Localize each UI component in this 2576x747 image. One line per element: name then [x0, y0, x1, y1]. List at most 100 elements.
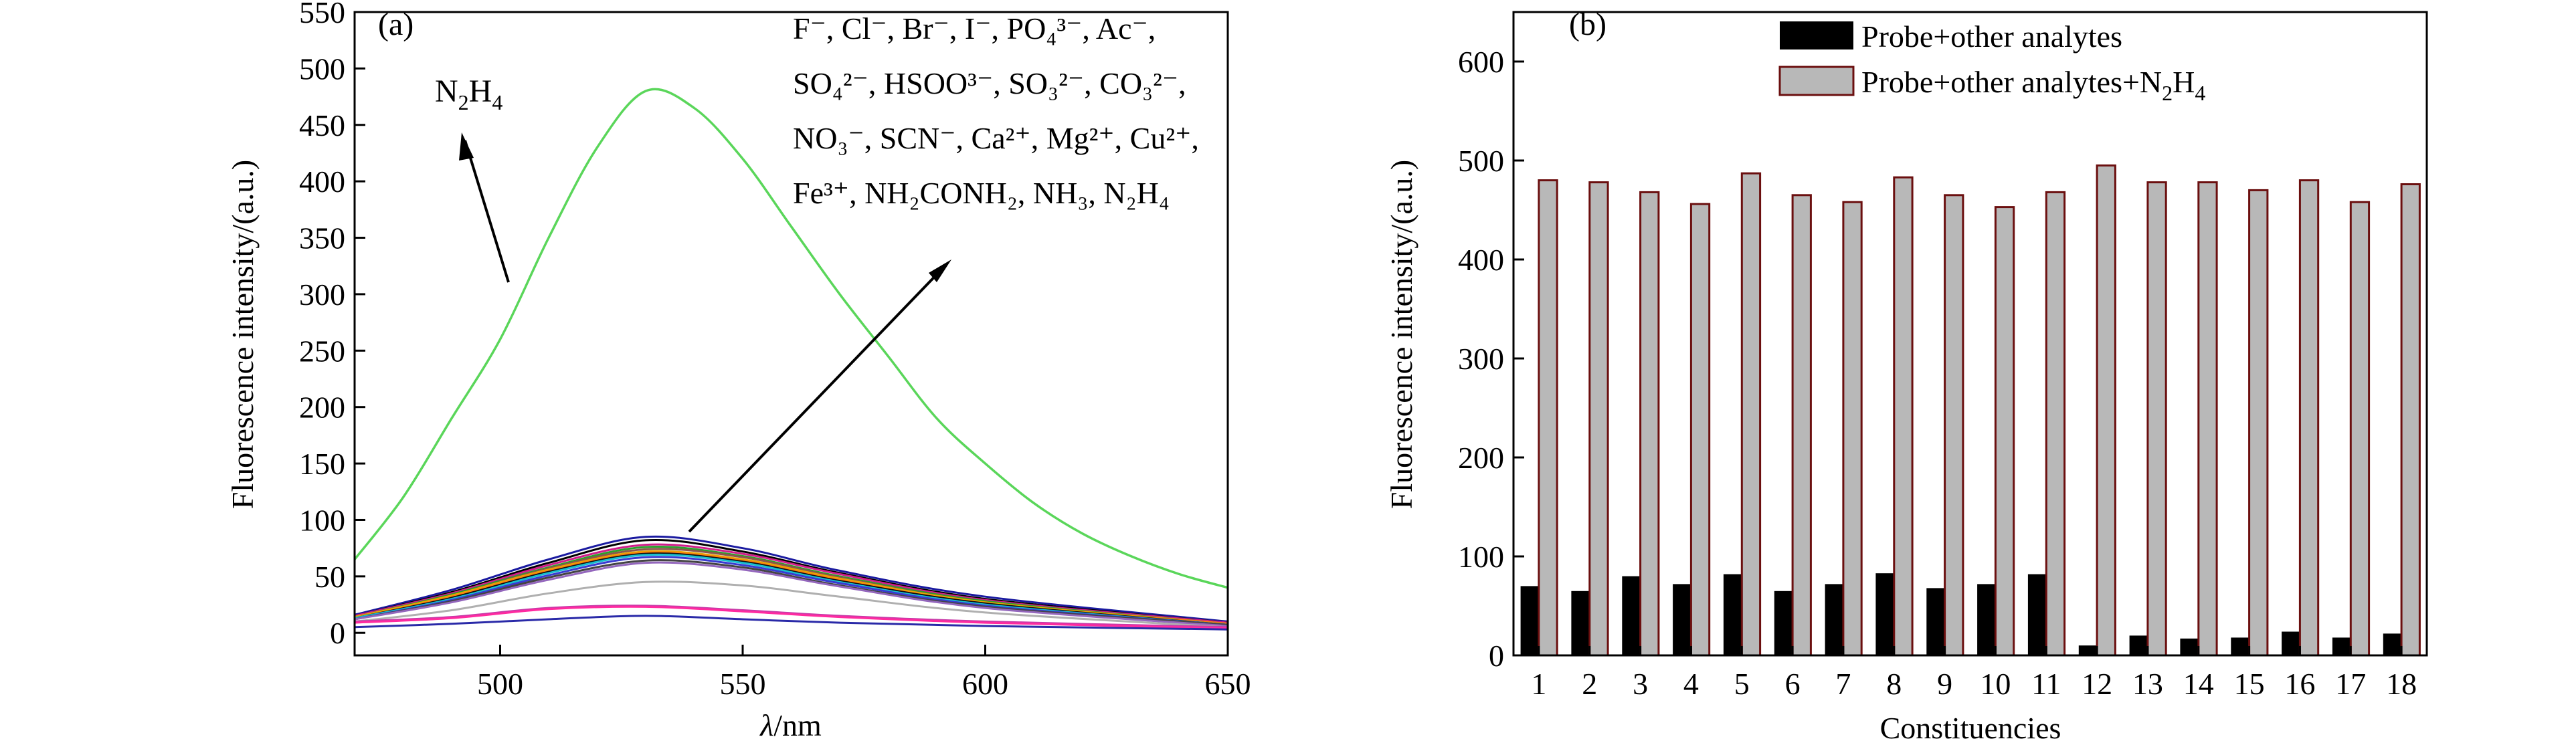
spectrum-curve-9	[354, 552, 1228, 626]
n2h4-h: H	[469, 74, 492, 109]
bar-probe-1	[1520, 586, 1539, 655]
bar-probe-n2h4-16	[2298, 179, 2320, 657]
x-tick-label: 8	[1886, 667, 1902, 701]
bar-probe-n2h4-8	[1893, 176, 1914, 657]
bar-probe-12	[2078, 645, 2098, 655]
bar-probe-3	[1622, 576, 1641, 655]
x-tick-label: 550	[720, 667, 766, 701]
x-tick-label: 1	[1531, 667, 1546, 701]
y-tick-label: 600	[1458, 45, 1504, 79]
y-tick-label: 0	[1489, 639, 1504, 673]
y-tick-label: 100	[299, 503, 345, 537]
bar-probe-17	[2332, 637, 2351, 655]
bar-probe-n2h4-10	[1994, 206, 2015, 657]
x-tick-label: 13	[2132, 667, 2163, 701]
bar-probe-n2h4-14	[2197, 181, 2218, 657]
spectrum-curve-7	[354, 550, 1228, 625]
bar-probe-2	[1571, 591, 1590, 655]
bar-probe-10	[1977, 584, 1996, 655]
y-tick-label: 300	[299, 278, 345, 312]
panel-a-x-ticks: 500 550 600 650	[477, 645, 1251, 701]
analyte-list-arrow	[688, 266, 945, 533]
legend-n2h4-h: H	[2173, 65, 2195, 99]
bar-probe-n2h4-9	[1944, 194, 1964, 657]
analyte-list-line-3: NO₃⁻, SCN⁻, Ca²⁺, Mg²⁺, Cu²⁺,	[793, 121, 1199, 155]
x-tick-label: 15	[2234, 667, 2265, 701]
bar-probe-n2h4-15	[2248, 189, 2269, 657]
bar-probe-4	[1673, 584, 1691, 655]
x-tick-label: 3	[1633, 667, 1648, 701]
bar-probe-14	[2180, 638, 2199, 655]
panel-b-y-axis-label: Fluorescence intensity/(a.u.)	[1384, 160, 1418, 509]
panel-b-x-axis-label: Constituencies	[1880, 711, 2061, 745]
panel-b-legend: Probe+other analytes Probe+other analyte…	[1778, 19, 2205, 105]
y-tick-label: 450	[299, 108, 345, 142]
y-tick-label: 300	[1458, 342, 1504, 376]
bar-probe-15	[2231, 637, 2249, 655]
spectrum-curve-15	[354, 605, 1228, 629]
n2h4-arrow	[464, 140, 510, 283]
analyte-list-line-1: F⁻, Cl⁻, Br⁻, I⁻, PO₄³⁻, Ac⁻,	[793, 11, 1156, 45]
panel-a-axes-frame	[353, 11, 1229, 657]
spectrum-curve-17	[354, 615, 1228, 631]
n2h4-annotation: N2H4	[435, 74, 502, 114]
panel-a-x-axis-label: λ/nm	[759, 708, 822, 742]
y-tick-label: 500	[1458, 144, 1504, 178]
legend-swatch-probe	[1780, 21, 1853, 49]
y-tick-label: 200	[1458, 441, 1504, 475]
bar-probe-n2h4-18	[2400, 183, 2421, 657]
bar-probe-8	[1875, 573, 1894, 655]
panel-a-y-ticks: 0 50 100 150 200 250 300 350 400 450 500 550	[299, 0, 365, 650]
legend-n2h4-prefix: Probe+other analytes+N	[1861, 65, 2162, 99]
y-tick-label: 200	[299, 391, 345, 425]
analyte-list-line-4: Fe³⁺, NH₂CONH₂, NH₃, N₂H₄	[793, 176, 1170, 210]
y-tick-label: 400	[1458, 243, 1504, 277]
x-tick-label: 2	[1582, 667, 1597, 701]
y-tick-label: 350	[299, 221, 345, 255]
x-tick-label: 650	[1205, 667, 1251, 701]
bar-probe-n2h4-13	[2146, 181, 2167, 657]
panel-b-axes-frame	[1512, 11, 2428, 657]
bar-probe-7	[1825, 584, 1843, 655]
spectrum-curve-4	[354, 543, 1228, 624]
n2h4-sub-4: 4	[492, 90, 502, 114]
x-tick-label: 14	[2183, 667, 2214, 701]
legend-label-probe: Probe+other analytes	[1861, 19, 2122, 54]
panel-a-y-axis-label: Fluorescence intensity/(a.u.)	[225, 160, 260, 509]
spectrum-curve-12	[354, 559, 1228, 626]
spectrum-curve-3	[354, 538, 1228, 624]
x-tick-label: 18	[2386, 667, 2417, 701]
analyte-list-arrowhead	[929, 259, 951, 282]
spectrum-curve-1	[353, 88, 1228, 589]
x-tick-label: 17	[2335, 667, 2366, 701]
bar-probe-n2h4-5	[1740, 172, 1762, 657]
bar-probe-n2h4-7	[1842, 201, 1863, 657]
x-tick-label: 16	[2284, 667, 2315, 701]
lambda-symbol: λ	[759, 708, 773, 742]
x-tick-label: 600	[962, 667, 1008, 701]
y-tick-label: 0	[330, 616, 345, 650]
x-tick-label: 500	[477, 667, 523, 701]
x-tick-label: 10	[1980, 667, 2011, 701]
n2h4-arrowhead	[459, 132, 474, 161]
legend-n2h4-sub-4: 4	[2195, 81, 2205, 105]
y-tick-label: 400	[299, 165, 345, 199]
bar-probe-n2h4-2	[1588, 181, 1609, 657]
bar-probe-6	[1774, 591, 1793, 655]
y-tick-label: 100	[1458, 540, 1504, 574]
spectrum-curve-13	[354, 561, 1228, 627]
x-axis-unit: /nm	[773, 708, 822, 742]
legend-swatch-probe-n2h4	[1778, 66, 1855, 96]
n2h4-n: N	[435, 74, 458, 109]
bar-probe-13	[2129, 635, 2148, 655]
y-tick-label: 150	[299, 447, 345, 481]
y-tick-label: 550	[299, 0, 345, 29]
bar-probe-5	[1723, 574, 1742, 655]
bar-probe-n2h4-3	[1639, 191, 1660, 657]
analyte-list-annotation: F⁻, Cl⁻, Br⁻, I⁻, PO₄³⁻, Ac⁻, SO₄²⁻, HSO…	[793, 11, 1199, 210]
spectrum-curve-2	[354, 535, 1228, 623]
analyte-list-line-2: SO₄²⁻, HSOO³⁻, SO₃²⁻, CO₃²⁻,	[793, 66, 1186, 100]
